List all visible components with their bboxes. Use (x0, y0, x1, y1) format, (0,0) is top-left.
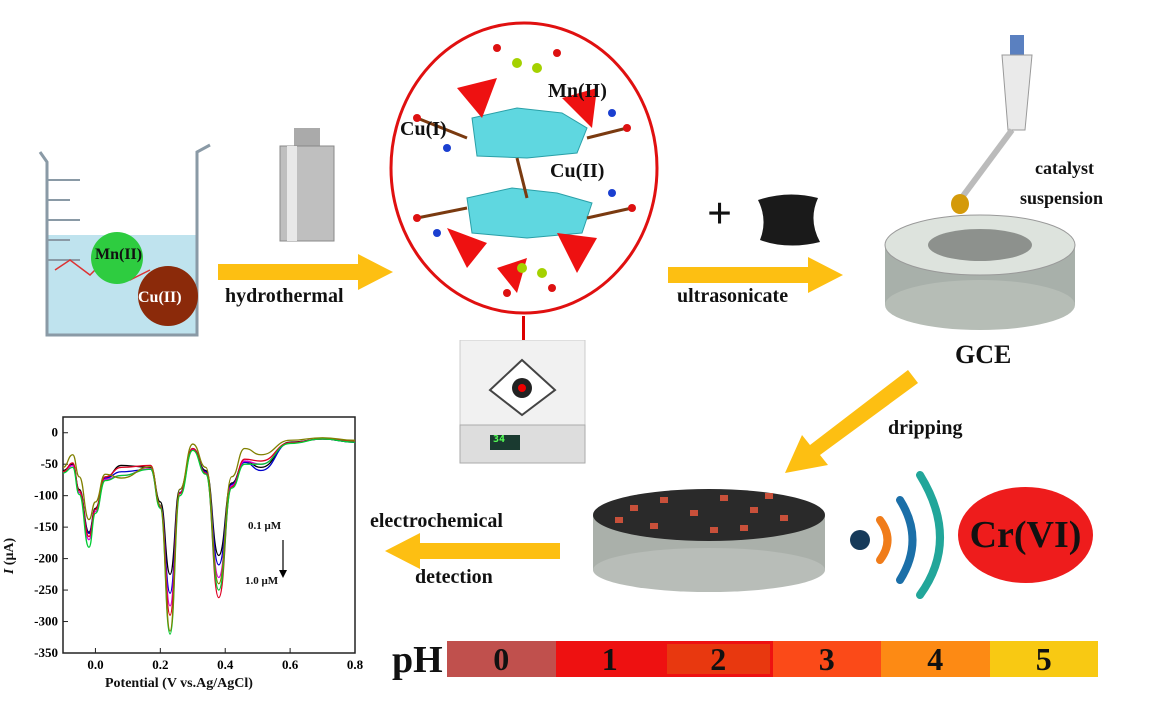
ph-label: pH (392, 639, 443, 681)
ion-label-cu: Cu(II) (138, 289, 182, 306)
y-tick-label: -150 (34, 519, 58, 534)
annotation-arrowhead (279, 570, 287, 578)
series-line-0 (62, 438, 356, 575)
signal-waves-icon (850, 471, 944, 599)
instrument-icon (459, 340, 586, 464)
ion-label-mn: Mn(II) (95, 246, 143, 263)
y-tick-label: -100 (34, 488, 58, 503)
series-line-5 (62, 437, 356, 632)
arrow-right-icon (218, 254, 393, 290)
step-ultrasonicate: ultrasonicate (677, 285, 789, 307)
ph-cell-3: 3 (772, 641, 881, 677)
cr-vi-ellipse (958, 487, 1093, 583)
arrow-right-icon (668, 257, 843, 293)
ylabel-unit: (μA) (2, 537, 18, 569)
ph-cell-0: 0 (447, 641, 556, 677)
step-detection-line2: detection (415, 566, 493, 588)
x-tick-label: 0.2 (152, 657, 168, 672)
step-hydrothermal: hydrothermal (225, 285, 344, 307)
gce-label: GCE (955, 340, 1012, 369)
gce-electrode-icon (884, 214, 1076, 330)
x-tick-label: 0.4 (217, 657, 234, 672)
autoclave-icon (279, 128, 335, 242)
series-line-3 (62, 438, 356, 616)
chart-ylabel: I (μA) (2, 538, 18, 574)
pipette-label-line1: catalyst (1035, 158, 1094, 178)
modified-electrode-icon (593, 489, 825, 592)
ph-cell-4: 4 (881, 641, 990, 677)
y-tick-label: -200 (34, 551, 58, 566)
x-tick-label: 0.0 (87, 657, 103, 672)
pipette-label-line2: suspension (1020, 188, 1104, 208)
step-detection-line1: electrochemical (370, 510, 503, 532)
crystal-structure-image (389, 21, 659, 315)
ph-cell-2: 2 (664, 641, 773, 677)
y-tick-label: -300 (34, 614, 58, 629)
plot-frame (62, 416, 356, 654)
beaker-icon (38, 143, 211, 337)
structure-label-mn: Mn(II) (548, 80, 607, 102)
mn-sphere-icon (91, 232, 143, 284)
y-tick-label: -50 (41, 456, 58, 471)
structure-label-cu1: Cu(I) (400, 118, 447, 140)
annotation-bottom: 1.0 μM (245, 575, 279, 587)
y-tick-label: 0 (52, 425, 59, 440)
structure-label-cu2: Cu(II) (550, 160, 605, 182)
voltammogram-chart: 0.0 0.2 0.4 0.6 0.8 0 -50 -100 -150 -200 -250 -300 -… (34, 416, 364, 672)
y-tick-label: -250 (34, 582, 58, 597)
x-tick-label: 0.6 (282, 657, 299, 672)
plus-sign: + (707, 189, 733, 238)
chart-xlabel: Potential (V vs.Ag/AgCl) (105, 676, 253, 691)
arrow-down-left-icon (785, 370, 918, 473)
cu-sphere-icon (138, 266, 198, 326)
ylabel-symbol: I (2, 568, 18, 575)
graphene-sheet-icon (758, 194, 820, 246)
instrument-display: 34 (493, 434, 506, 445)
annotation-top: 0.1 μM (248, 520, 282, 532)
series-line-4 (62, 438, 356, 635)
y-tick-label: -350 (34, 645, 58, 660)
x-tick-label: 0.8 (347, 657, 364, 672)
ph-cell-5: 5 (989, 641, 1098, 677)
ph-cell-1: 1 (555, 641, 664, 677)
analyte-label: Cr(VI) (969, 514, 1082, 556)
pipette-icon (951, 35, 1033, 214)
step-dripping: dripping (888, 417, 963, 439)
arrow-left-icon (385, 533, 560, 569)
series-line-2 (62, 438, 356, 607)
series-line-1 (62, 438, 356, 594)
